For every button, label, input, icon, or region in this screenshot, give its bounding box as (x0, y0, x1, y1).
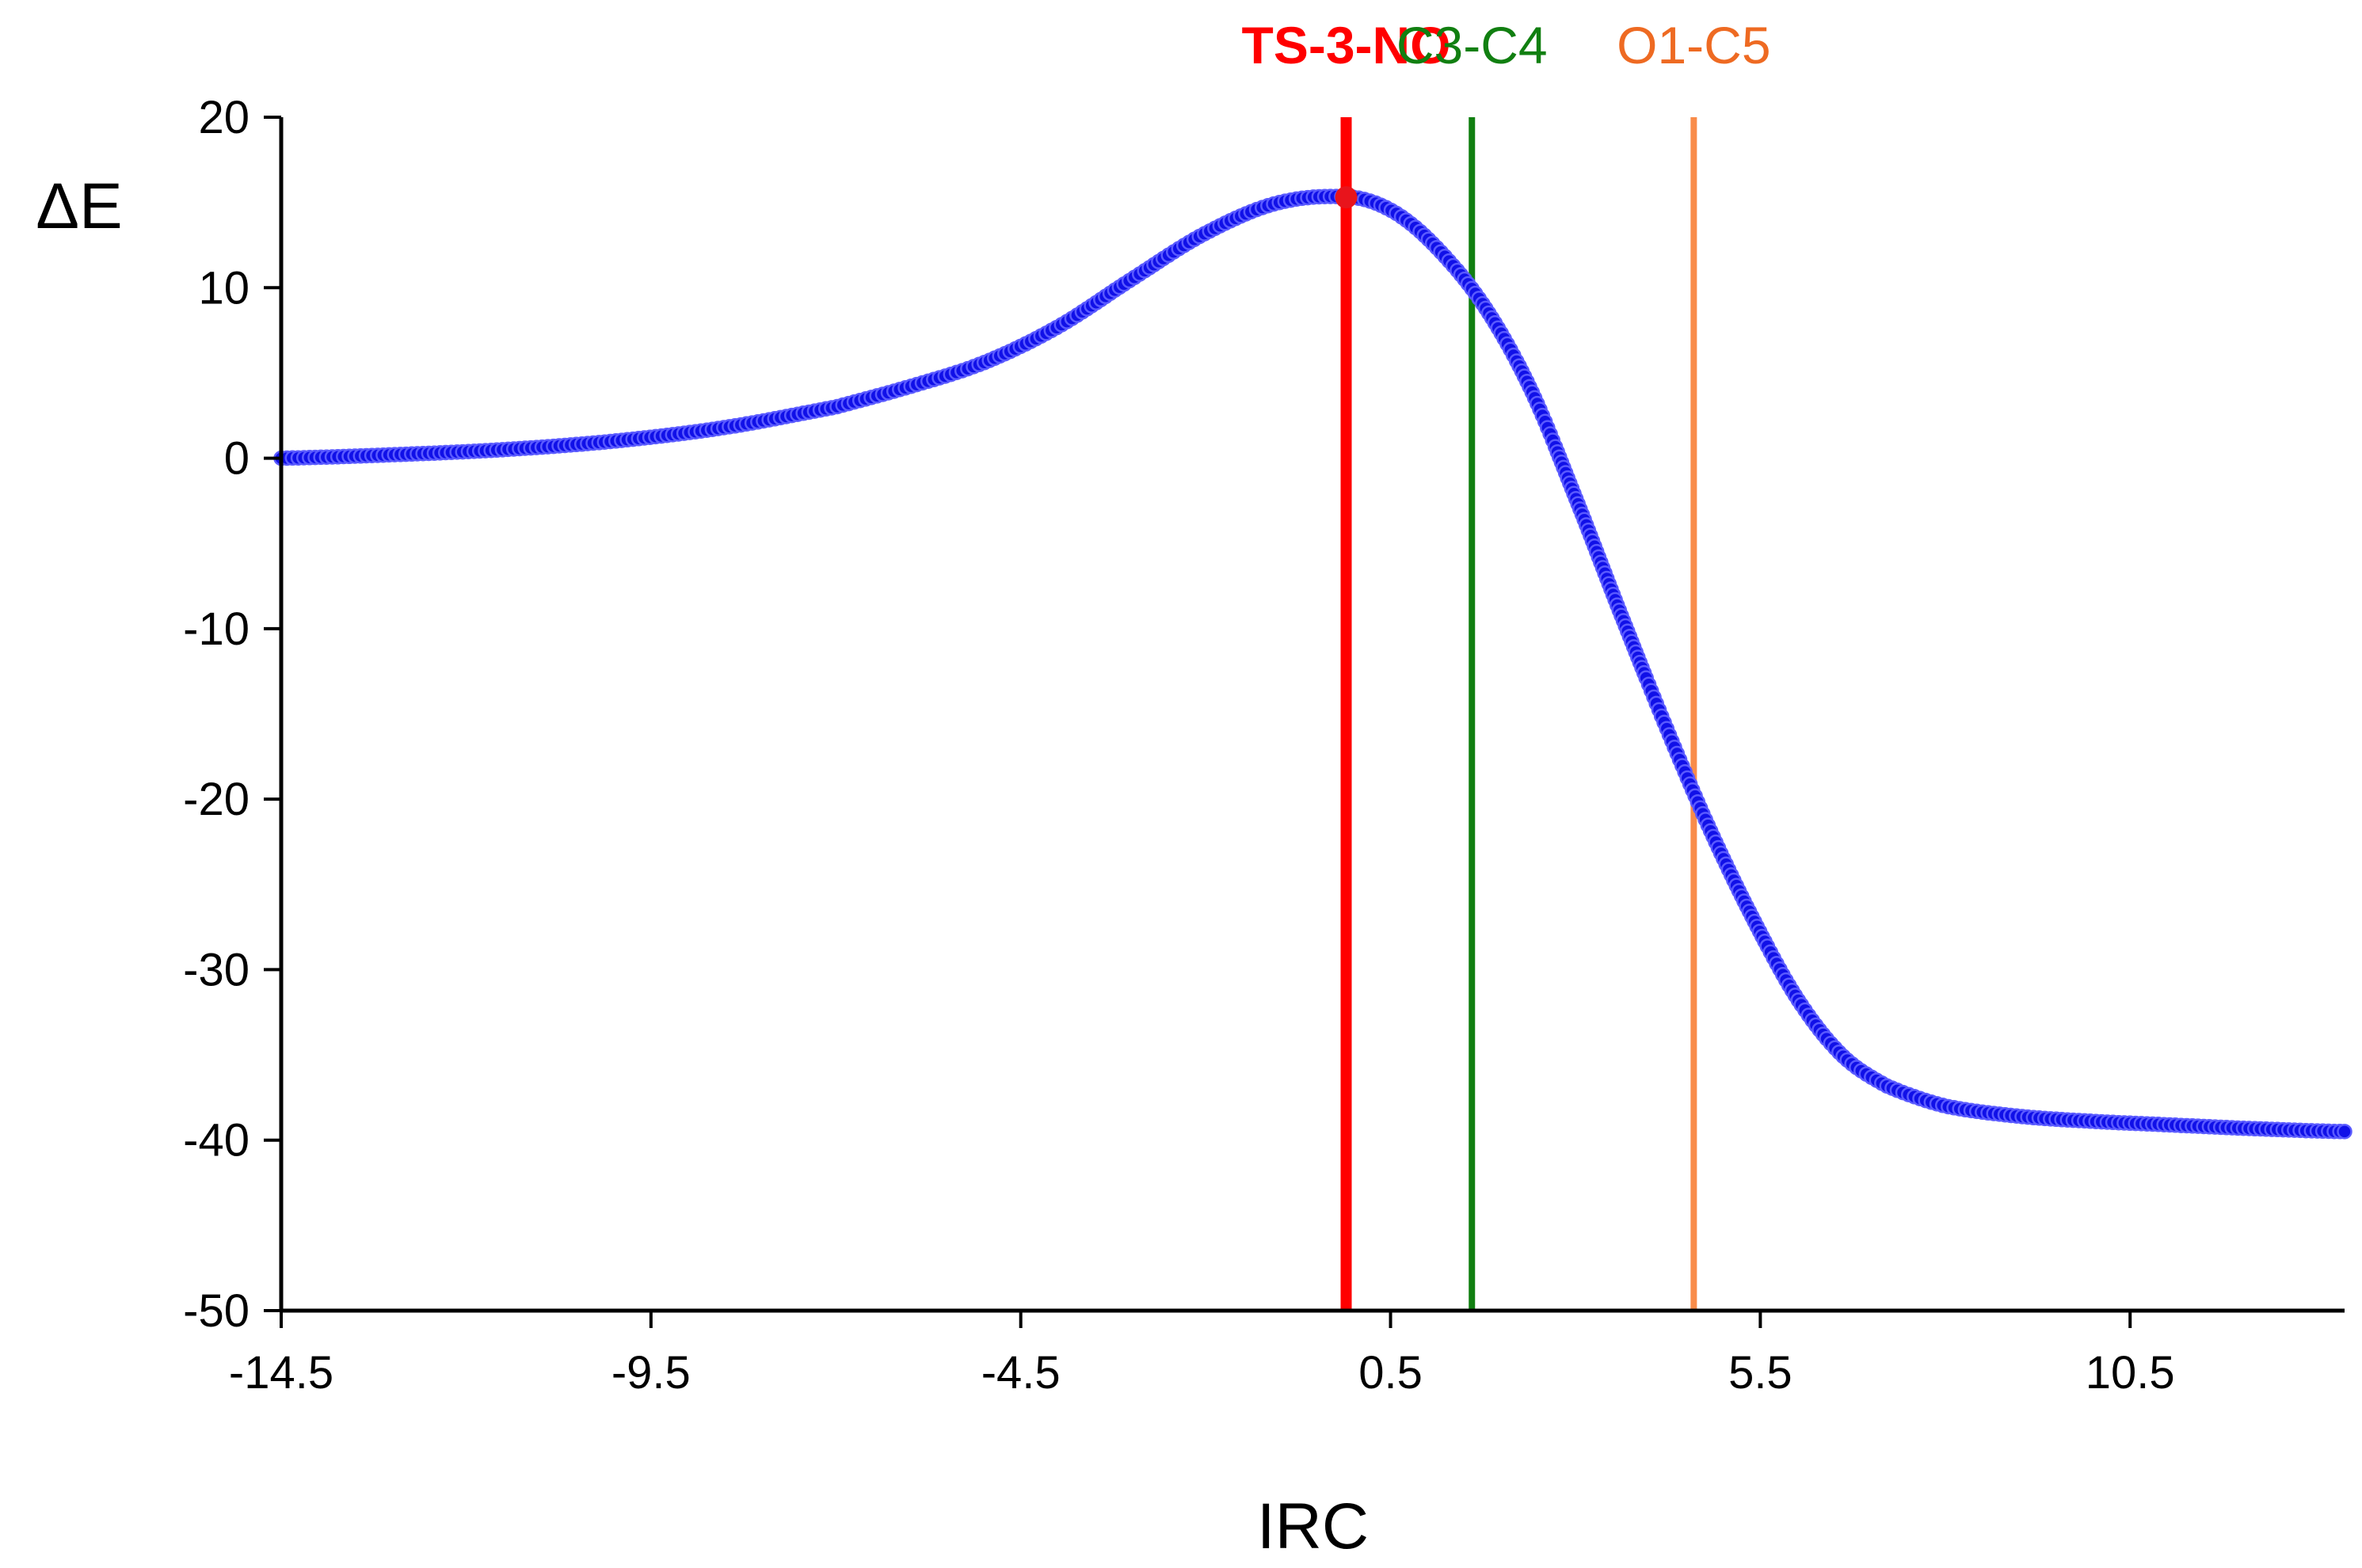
highlight-point-group (1335, 186, 1358, 209)
y-tick-label: 0 (224, 433, 250, 485)
marker-label-ts-3-no: TS-3-NO (1242, 16, 1451, 74)
x-tick-label: -4.5 (981, 1347, 1061, 1399)
y-tick-label: -40 (183, 1115, 250, 1166)
x-tick-label: 10.5 (2086, 1347, 2175, 1399)
data-point (2337, 1124, 2352, 1140)
series-line (280, 190, 2345, 1138)
marker-label-c3-c4: C3-C4 (1396, 16, 1548, 74)
x-tick-label: -9.5 (611, 1347, 691, 1399)
x-tick-label: -14.5 (229, 1347, 333, 1399)
y-tick-label: -50 (183, 1285, 250, 1337)
data-series (273, 188, 2352, 1140)
x-tick-label: 0.5 (1358, 1347, 1423, 1399)
y-tick-label: -30 (183, 944, 250, 995)
y-tick-label: 20 (198, 92, 250, 143)
x-tick-label: 5.5 (1728, 1347, 1792, 1399)
ts-highlight-point (1335, 186, 1358, 209)
y-tick-label: -20 (183, 774, 250, 825)
x-axis-title: IRC (1257, 1490, 1369, 1562)
y-tick-label: -10 (183, 603, 250, 655)
marker-label-o1-c5: O1-C5 (1617, 16, 1770, 74)
y-axis-title: ΔE (36, 170, 122, 242)
y-tick-label: 10 (198, 262, 250, 314)
axis-ticks: 20 10 0 -10 -20 -30 -40 -50 -14.5 -9.5 -4.5 0.5 5.5 1… (183, 92, 2175, 1399)
axes (279, 117, 2345, 1313)
